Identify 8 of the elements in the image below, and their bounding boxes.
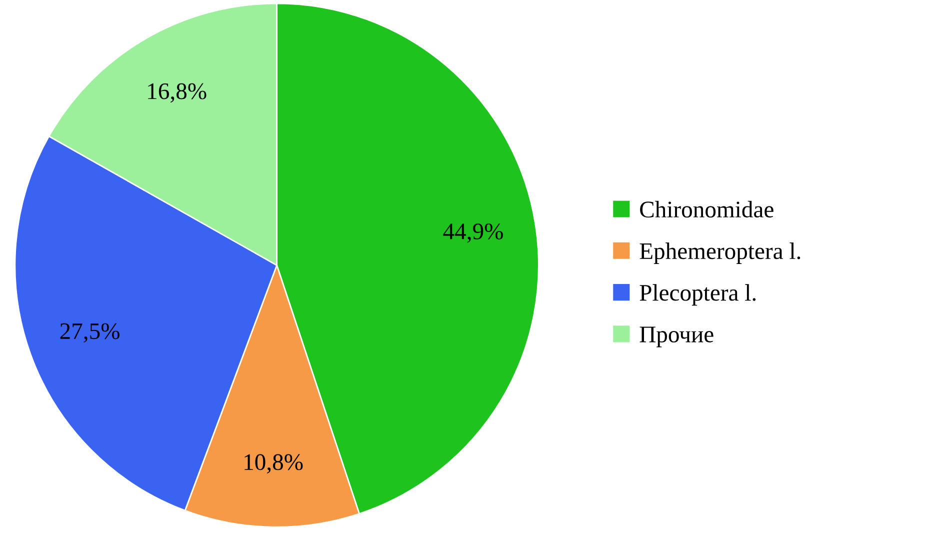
- legend-label: Прочие: [640, 326, 714, 348]
- data-label: 27,5%: [60, 323, 120, 343]
- legend-label: Chironomidae: [640, 200, 774, 218]
- legend-label: Ephemeroptera l.: [640, 242, 800, 264]
- data-label: 44,9%: [443, 223, 503, 243]
- legend-label: Plecoptera l.: [640, 284, 756, 306]
- data-label: 10,8%: [244, 454, 303, 474]
- data-label: 16,8%: [148, 83, 206, 103]
